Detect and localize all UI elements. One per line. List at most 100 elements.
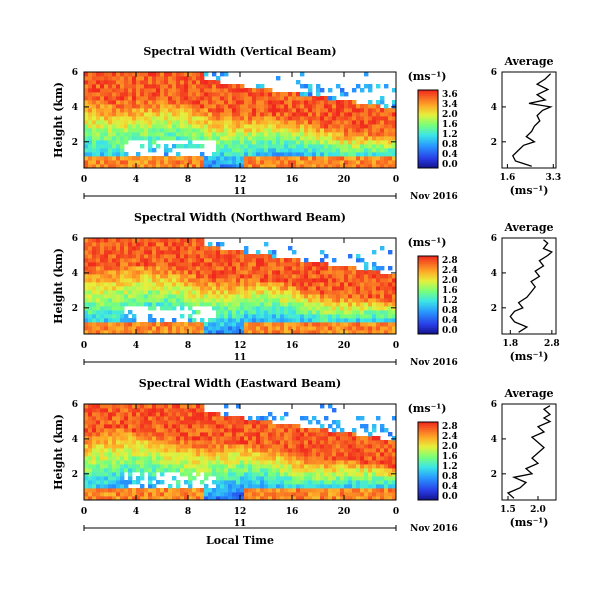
heatmap-cell: [296, 100, 301, 105]
heatmap-cell: [220, 290, 225, 295]
heatmap-cell: [228, 456, 233, 461]
heatmap-cell: [156, 412, 161, 417]
heatmap-cell: [216, 432, 221, 437]
heatmap-cell: [84, 156, 89, 161]
heatmap-cell: [92, 274, 97, 279]
heatmap-cell: [352, 432, 357, 437]
heatmap-cell: [208, 92, 213, 97]
heatmap-cell: [208, 290, 213, 295]
heatmap-cell: [320, 250, 325, 255]
heatmap-cell: [384, 108, 389, 113]
heatmap-cell: [216, 460, 221, 465]
heatmap-cell: [188, 412, 193, 417]
heatmap-cell: [100, 164, 105, 169]
heatmap-cell: [308, 104, 313, 109]
heatmap-cell: [84, 436, 89, 441]
heatmap-cell: [316, 440, 321, 445]
heatmap-cell: [356, 124, 361, 129]
heatmap-cell: [156, 144, 161, 149]
heatmap-cell: [208, 420, 213, 425]
heatmap-cell: [164, 464, 169, 469]
heatmap-cell: [300, 104, 305, 109]
average-y-tick-label: 6: [491, 68, 497, 78]
heatmap-cell: [128, 302, 133, 307]
heatmap-cell: [380, 266, 385, 271]
heatmap-cell: [112, 330, 117, 335]
heatmap-cell: [280, 136, 285, 141]
heatmap-cell: [212, 420, 217, 425]
heatmap-cell: [232, 278, 237, 283]
heatmap-cell: [92, 464, 97, 469]
heatmap-cell: [364, 460, 369, 465]
heatmap-cell: [324, 472, 329, 477]
heatmap-cell: [216, 270, 221, 275]
heatmap-cell: [140, 100, 145, 105]
heatmap-cell: [392, 116, 397, 121]
heatmap-cell: [176, 72, 181, 77]
heatmap-cell: [324, 266, 329, 271]
heatmap-cell: [256, 496, 261, 501]
heatmap-cell: [348, 144, 353, 149]
heatmap-cell: [260, 156, 265, 161]
heatmap-cell: [112, 274, 117, 279]
heatmap-cell: [124, 270, 129, 275]
heatmap-cell: [156, 440, 161, 445]
heatmap-cell: [212, 258, 217, 263]
heatmap-cell: [236, 452, 241, 457]
heatmap-cell: [128, 88, 133, 93]
heatmap-cell: [280, 440, 285, 445]
heatmap-cell: [200, 274, 205, 279]
heatmap-cell: [164, 306, 169, 311]
heatmap-cell: [376, 468, 381, 473]
heatmap-cell: [244, 274, 249, 279]
heatmap-cell: [92, 408, 97, 413]
heatmap-cell: [300, 432, 305, 437]
heatmap-cell: [148, 132, 153, 137]
heatmap-cell: [356, 112, 361, 117]
heatmap-cell: [232, 496, 237, 501]
heatmap-cell: [164, 152, 169, 157]
heatmap-cell: [332, 132, 337, 137]
heatmap-cell: [240, 496, 245, 501]
heatmap-cell: [184, 120, 189, 125]
heatmap-cell: [276, 322, 281, 327]
heatmap-cell: [236, 436, 241, 441]
heatmap-cell: [84, 120, 89, 125]
heatmap-cell: [84, 124, 89, 129]
heatmap-cell: [256, 330, 261, 335]
heatmap-cell: [152, 468, 157, 473]
heatmap-cell: [208, 298, 213, 303]
heatmap-cell: [292, 140, 297, 145]
heatmap-cell: [328, 484, 333, 489]
heatmap-cell: [212, 298, 217, 303]
heatmap-cell: [116, 444, 121, 449]
heatmap-cell: [380, 152, 385, 157]
heatmap-cell: [356, 108, 361, 113]
heatmap-cell: [136, 112, 141, 117]
heatmap-cell: [136, 262, 141, 267]
heatmap-cell: [360, 116, 365, 121]
heatmap-cell: [164, 404, 169, 409]
heatmap-cell: [288, 472, 293, 477]
heatmap-cell: [384, 468, 389, 473]
heatmap-cell: [380, 424, 385, 429]
heatmap-cell: [312, 428, 317, 433]
heatmap-cell: [248, 132, 253, 137]
heatmap-cell: [116, 492, 121, 497]
colorbar-segment: [418, 322, 438, 325]
heatmap-cell: [268, 432, 273, 437]
heatmap-cell: [208, 302, 213, 307]
heatmap-cell: [144, 132, 149, 137]
heatmap-cell: [136, 432, 141, 437]
heatmap-cell: [320, 330, 325, 335]
heatmap-cell: [392, 440, 397, 445]
heatmap-cell: [264, 476, 269, 481]
heatmap-cell: [316, 444, 321, 449]
heatmap-cell: [388, 282, 393, 287]
heatmap-cell: [348, 132, 353, 137]
heatmap-cell: [224, 164, 229, 169]
colorbar-tick-label: 2.8: [442, 256, 458, 266]
heatmap-cell: [124, 72, 129, 77]
heatmap-cell: [248, 496, 253, 501]
heatmap-cell: [336, 274, 341, 279]
